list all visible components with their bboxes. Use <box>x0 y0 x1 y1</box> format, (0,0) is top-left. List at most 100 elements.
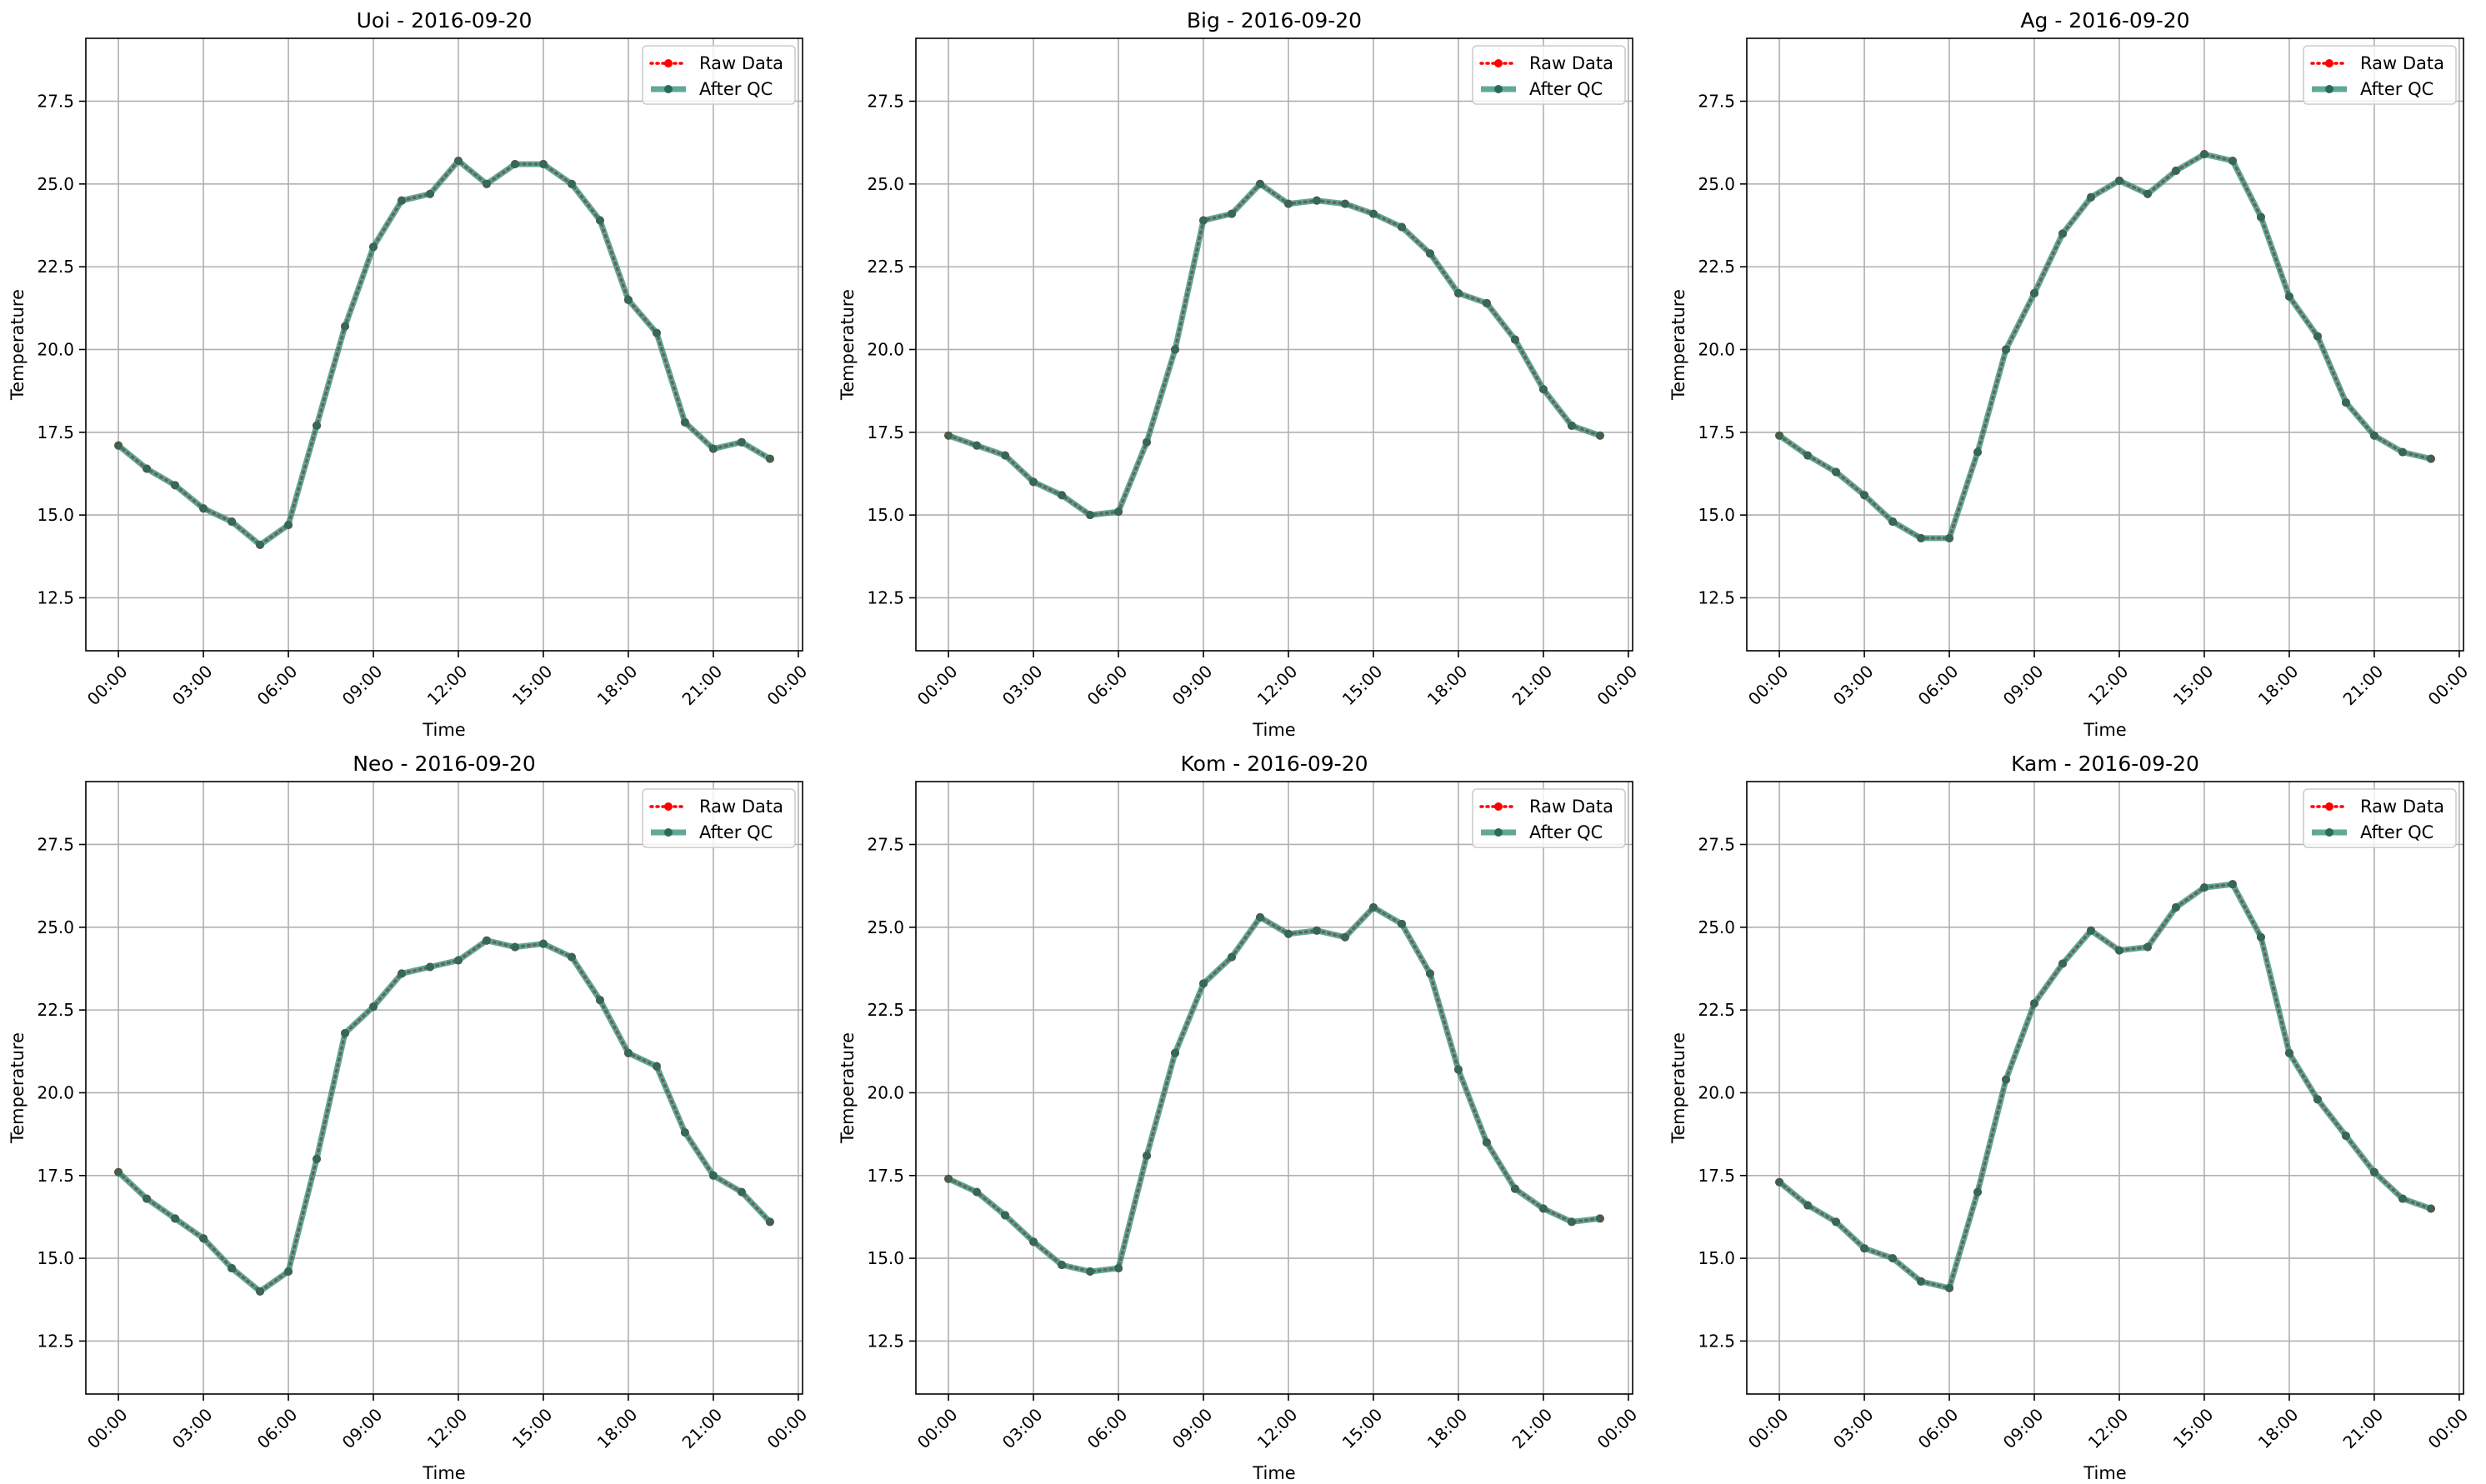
data-point-after-qc <box>973 441 982 450</box>
data-point-after-qc <box>1425 969 1434 978</box>
y-axis-label: Temperature <box>8 1032 28 1144</box>
data-point-after-qc <box>1860 491 1869 500</box>
data-point-after-qc <box>2199 150 2208 159</box>
data-point-after-qc <box>1567 421 1576 430</box>
data-point-after-qc <box>1832 467 1841 477</box>
data-point-after-qc <box>2313 332 2322 341</box>
series-line-after-qc <box>1777 881 2433 1292</box>
data-point-after-qc <box>1803 451 1813 460</box>
data-point-after-qc <box>1114 507 1123 517</box>
series-line-raw-data <box>947 905 1602 1273</box>
data-point-after-qc <box>228 517 237 527</box>
data-point-after-qc <box>2143 189 2152 198</box>
legend-label: Raw Data <box>2360 53 2444 73</box>
x-tick-label: 21:00 <box>1508 661 1557 709</box>
x-tick-label: 00:00 <box>913 1404 962 1452</box>
legend-marker-after-qc <box>1494 828 1503 837</box>
x-tick-label: 12:00 <box>1253 661 1302 709</box>
x-tick-label: 18:00 <box>593 1404 642 1452</box>
data-point-after-qc <box>1001 1211 1010 1220</box>
x-tick-label: 21:00 <box>2339 1404 2388 1452</box>
data-point-after-qc <box>1888 1254 1898 1263</box>
data-point-after-qc <box>1312 196 1321 205</box>
x-tick-label: 00:00 <box>1744 661 1793 709</box>
x-tick-label: 18:00 <box>593 661 642 709</box>
chart-title: Neo - 2016-09-20 <box>353 752 536 776</box>
data-point-after-qc <box>652 1062 661 1071</box>
x-tick-label: 00:00 <box>2424 1404 2473 1452</box>
x-tick-label: 12:00 <box>2084 1404 2133 1452</box>
data-point-after-qc <box>1368 209 1378 218</box>
legend: Raw Data After QC <box>1472 45 1626 105</box>
data-point-after-qc <box>256 540 265 549</box>
data-point-after-qc <box>369 242 378 252</box>
data-point-after-qc <box>2228 157 2237 165</box>
legend-label: Raw Data <box>1529 53 1613 73</box>
data-point-after-qc <box>567 179 576 188</box>
y-tick-label: 15.0 <box>867 1248 904 1268</box>
legend-marker-raw-data <box>664 59 673 67</box>
x-tick-label: 12:00 <box>1253 1404 1302 1452</box>
data-point-after-qc <box>2369 1167 2378 1177</box>
y-axis-label: Temperature <box>838 289 858 401</box>
x-axis-label: Time <box>2083 720 2126 740</box>
data-point-after-qc <box>1256 912 1265 922</box>
data-point-after-qc <box>2228 880 2237 889</box>
data-point-after-qc <box>2284 1048 2293 1057</box>
y-tick-label: 22.5 <box>867 1000 904 1020</box>
data-point-after-qc <box>398 969 407 978</box>
data-point-after-qc <box>538 159 548 168</box>
data-point-after-qc <box>1086 1267 1095 1276</box>
data-point-after-qc <box>1917 1277 1926 1286</box>
data-point-after-qc <box>284 521 293 530</box>
chart-title: Kam - 2016-09-20 <box>2011 752 2199 776</box>
y-tick-label: 20.0 <box>37 339 74 359</box>
x-tick-label: 06:00 <box>1083 661 1132 709</box>
x-tick-label: 21:00 <box>1508 1404 1557 1452</box>
y-axis-label: Temperature <box>8 289 28 401</box>
x-axis-label: Time <box>422 1463 465 1483</box>
data-point-after-qc <box>1283 929 1293 938</box>
legend-marker-after-qc <box>664 85 673 93</box>
x-axis-label: Time <box>2083 1463 2126 1483</box>
data-point-after-qc <box>398 196 407 205</box>
x-tick-label: 18:00 <box>2254 661 2303 709</box>
x-tick-label: 09:00 <box>1999 661 2048 709</box>
data-point-after-qc <box>737 437 746 447</box>
chart-title: Kom - 2016-09-20 <box>1181 752 1368 776</box>
legend-label: Raw Data <box>699 797 783 817</box>
y-tick-label: 25.0 <box>867 174 904 194</box>
data-point-after-qc <box>973 1187 982 1197</box>
x-axis-label: Time <box>1252 1463 1295 1483</box>
x-axis-label: Time <box>422 720 465 740</box>
data-point-after-qc <box>2341 1132 2350 1141</box>
x-tick-label: 09:00 <box>1168 661 1217 709</box>
x-tick-label: 00:00 <box>1593 1404 1642 1452</box>
data-point-after-qc <box>199 504 208 513</box>
data-point-after-qc <box>2114 946 2123 955</box>
data-point-after-qc <box>2058 959 2068 968</box>
x-tick-label: 21:00 <box>2339 661 2388 709</box>
legend-label: After QC <box>1529 79 1603 99</box>
data-point-after-qc <box>1143 437 1152 447</box>
x-tick-label: 15:00 <box>1338 661 1387 709</box>
x-tick-label: 09:00 <box>1999 1404 2048 1452</box>
data-point-after-qc <box>426 189 435 198</box>
y-tick-label: 12.5 <box>867 587 904 607</box>
data-point-after-qc <box>341 1028 350 1037</box>
x-tick-label: 00:00 <box>2424 661 2473 709</box>
data-point-after-qc <box>1453 1065 1463 1074</box>
series-line-raw-data <box>117 158 772 547</box>
data-point-after-qc <box>171 1214 180 1223</box>
x-tick-label: 12:00 <box>423 1404 472 1452</box>
data-point-after-qc <box>1595 1214 1604 1223</box>
data-point-after-qc <box>453 956 463 965</box>
x-tick-label: 00:00 <box>1744 1404 1793 1452</box>
x-tick-label: 06:00 <box>253 661 302 709</box>
data-point-after-qc <box>284 1267 293 1276</box>
data-point-after-qc <box>1973 447 1983 457</box>
series-line-raw-data <box>1778 882 2433 1290</box>
data-point-after-qc <box>2426 454 2435 463</box>
y-tick-label: 17.5 <box>37 422 74 442</box>
legend-marker-after-qc <box>1494 85 1503 93</box>
